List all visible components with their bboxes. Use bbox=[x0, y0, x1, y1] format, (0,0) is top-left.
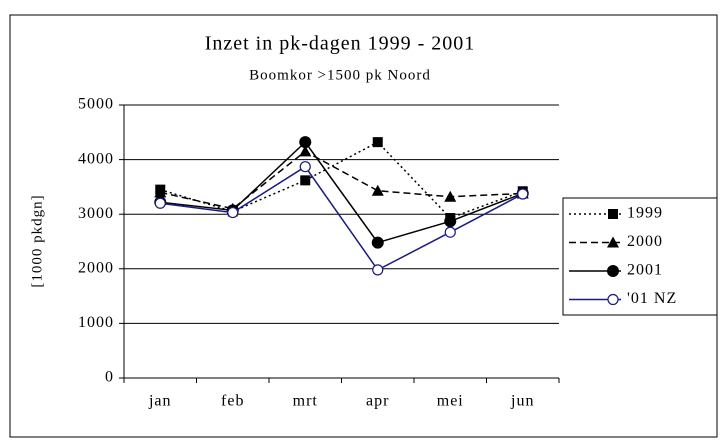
marker bbox=[154, 197, 166, 209]
x-tick-label: mrt bbox=[293, 393, 318, 410]
marker bbox=[444, 226, 456, 238]
marker bbox=[444, 215, 457, 228]
x-tick-label: apr bbox=[366, 393, 389, 410]
marker bbox=[371, 236, 384, 249]
y-tick-label: 0 bbox=[105, 369, 114, 386]
legend-label: 2001 bbox=[627, 262, 663, 279]
legend-label: 2000 bbox=[627, 233, 663, 250]
x-tick-label: mei bbox=[437, 393, 464, 410]
marker bbox=[300, 175, 311, 186]
y-tick-label: 3000 bbox=[78, 205, 114, 222]
legend-marker bbox=[608, 209, 618, 219]
y-tick-label: 1000 bbox=[78, 314, 114, 331]
x-tick-label: feb bbox=[221, 393, 244, 410]
y-axis-label: [1000 pkdgn] bbox=[29, 194, 45, 287]
marker bbox=[299, 145, 312, 157]
chart-title: Inzet in pk-dagen 1999 - 2001 bbox=[205, 33, 476, 55]
y-tick-label: 5000 bbox=[78, 96, 114, 113]
marker bbox=[299, 136, 312, 149]
legend-marker bbox=[607, 293, 619, 306]
y-tick-label: 2000 bbox=[78, 259, 114, 276]
legend-marker bbox=[607, 236, 619, 248]
marker bbox=[372, 137, 383, 148]
legend-box bbox=[562, 197, 718, 316]
y-tick-label: 4000 bbox=[78, 150, 114, 167]
legend-marker bbox=[607, 265, 619, 277]
marker bbox=[371, 184, 384, 196]
marker bbox=[517, 188, 529, 200]
series-line bbox=[160, 150, 523, 210]
marker bbox=[227, 206, 239, 219]
legend-label: 1999 bbox=[627, 205, 663, 222]
x-tick-label: jan bbox=[148, 393, 172, 410]
series-line bbox=[160, 140, 524, 244]
legend-label: '01 NZ bbox=[627, 290, 677, 307]
marker bbox=[372, 264, 384, 276]
marker bbox=[299, 161, 311, 173]
series-line bbox=[160, 165, 524, 271]
marker bbox=[444, 190, 457, 202]
series-line bbox=[160, 141, 524, 219]
marker bbox=[154, 186, 167, 198]
chart-subtitle: Boomkor >1500 pk Noord bbox=[249, 67, 431, 83]
x-tick-label: jun bbox=[510, 393, 534, 410]
